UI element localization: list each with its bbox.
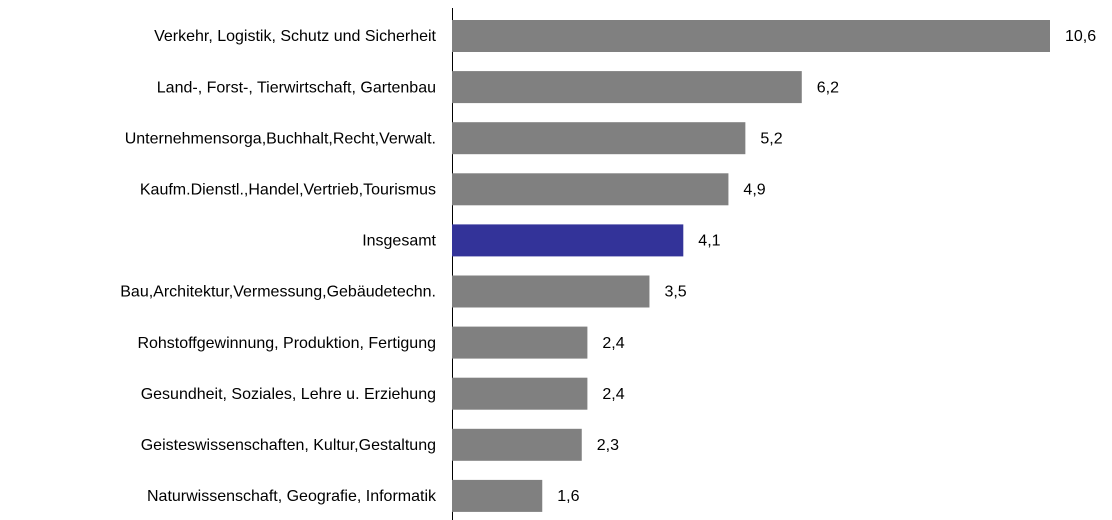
value-label: 2,3 xyxy=(597,437,619,454)
value-label: 5,2 xyxy=(760,130,782,147)
value-label: 6,2 xyxy=(817,79,839,96)
bar xyxy=(452,275,650,308)
value-label: 1,6 xyxy=(557,488,579,505)
bar xyxy=(452,20,1050,52)
category-label: Gesundheit, Soziales, Lehre u. Erziehung xyxy=(141,386,436,403)
category-label: Insgesamt xyxy=(362,233,436,250)
value-label: 4,1 xyxy=(698,233,720,250)
value-label: 2,4 xyxy=(602,335,624,352)
category-label: Kaufm.Dienstl.,Handel,Vertrieb,Tourismus xyxy=(140,182,436,199)
bar xyxy=(452,377,588,410)
value-label: 10,6 xyxy=(1065,28,1096,45)
category-label: Land-, Forst-, Tierwirtschaft, Gartenbau xyxy=(157,79,436,96)
value-label: 3,5 xyxy=(664,284,686,301)
category-label: Rohstoffgewinnung, Produktion, Fertigung xyxy=(137,335,436,352)
bar xyxy=(452,71,802,104)
value-label: 4,9 xyxy=(743,182,765,199)
value-label: 2,4 xyxy=(602,386,624,403)
bar xyxy=(452,122,746,155)
bar xyxy=(452,326,588,359)
bar xyxy=(452,428,582,461)
category-label: Unternehmensorga,Buchhalt,Recht,Verwalt. xyxy=(125,130,436,147)
bar xyxy=(452,224,684,257)
bar xyxy=(452,479,543,512)
category-label: Bau,Architektur,Vermessung,Gebäudetechn. xyxy=(120,284,436,301)
category-label: Geisteswissenschaften, Kultur,Gestaltung xyxy=(141,437,436,454)
bar xyxy=(452,173,729,206)
category-label: Naturwissenschaft, Geografie, Informatik xyxy=(147,488,437,505)
category-label: Verkehr, Logistik, Schutz und Sicherheit xyxy=(154,28,436,45)
